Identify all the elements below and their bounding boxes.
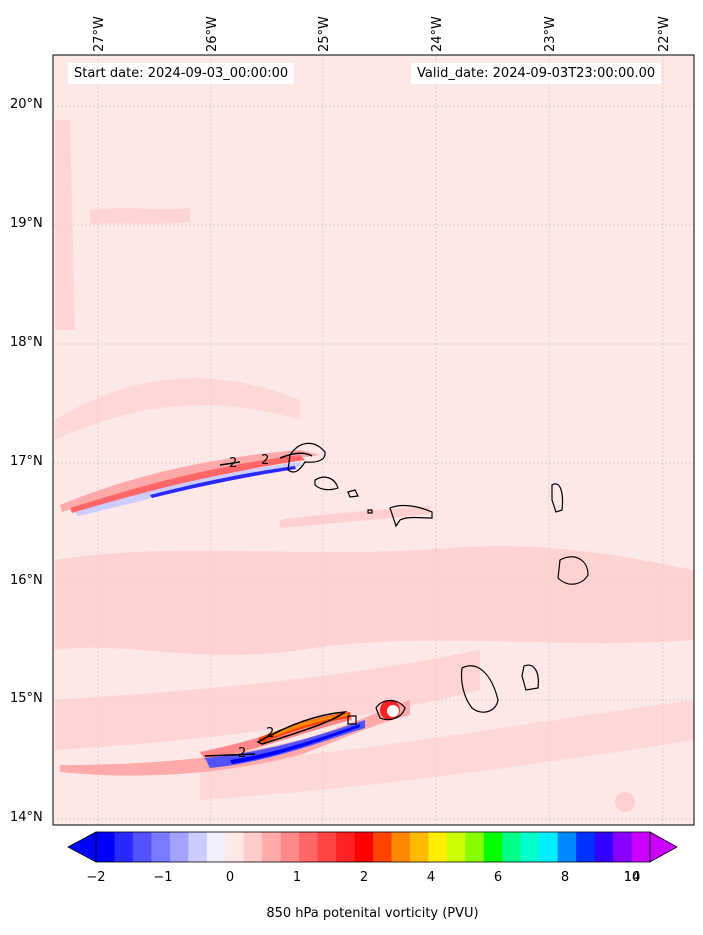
map-frame	[52, 54, 695, 826]
lon-label: 24°W	[430, 16, 445, 52]
colorbar-tick-label: 8	[560, 870, 570, 885]
colorbar-tick-label: −2	[86, 870, 106, 885]
colorbar-swatch	[409, 832, 429, 862]
colorbar-swatch	[483, 832, 503, 862]
colorbar-swatch	[206, 832, 226, 862]
colorbar-swatch	[114, 832, 134, 862]
contour-label: 2	[238, 746, 247, 761]
lat-label: 18°N	[10, 335, 43, 350]
colorbar-tick-label: 14	[623, 870, 641, 885]
colorbar	[67, 831, 678, 863]
valid-date-label: Valid_date: 2024-09-03T23:00:00.00	[411, 63, 662, 84]
colorbar-swatch	[446, 832, 466, 862]
lat-label: 20°N	[10, 97, 43, 112]
colorbar-frame	[95, 831, 651, 863]
colorbar-extend-high	[649, 831, 678, 863]
colorbar-swatch	[373, 832, 392, 862]
lon-label: 25°W	[317, 16, 332, 52]
colorbar-swatch	[557, 832, 577, 862]
colorbar-swatch	[613, 832, 633, 862]
colorbar-swatch	[225, 832, 245, 862]
colorbar-swatch	[262, 832, 282, 862]
contour-label: 2	[261, 453, 270, 468]
colorbar-swatch	[594, 832, 614, 862]
colorbar-tick-label: −1	[153, 870, 173, 885]
colorbar-swatch	[520, 832, 540, 862]
lon-label: 22°W	[657, 16, 672, 52]
colorbar-tick-label: 10	[623, 870, 641, 885]
contour-label: 2	[266, 726, 275, 741]
colorbar-swatch	[169, 832, 189, 862]
colorbar-swatch	[151, 832, 171, 862]
colorbar-swatch	[188, 832, 208, 862]
lon-label: 27°W	[92, 16, 107, 52]
colorbar-swatch	[354, 832, 374, 862]
lon-label: 23°W	[543, 16, 558, 52]
colorbar-extend-low	[67, 831, 97, 863]
colorbar-title: 850 hPa potenital vorticity (PVU)	[266, 906, 479, 921]
lat-label: 17°N	[10, 454, 43, 469]
pv-filament-north	[60, 450, 320, 516]
colorbar-tick-label: 1	[292, 870, 302, 885]
colorbar-tick-label: 6	[493, 870, 503, 885]
colorbar-swatch	[96, 832, 115, 862]
colorbar-swatch	[631, 832, 651, 862]
lon-label: 26°W	[205, 16, 220, 52]
contour-2pvu	[204, 452, 348, 757]
lat-label: 14°N	[10, 810, 43, 825]
pv-filament-south	[60, 700, 410, 776]
colorbar-swatch	[576, 832, 596, 862]
graticule	[53, 55, 694, 825]
lat-label: 19°N	[10, 216, 43, 231]
lat-label: 15°N	[10, 691, 43, 706]
colorbar-swatch	[502, 832, 522, 862]
lat-label: 16°N	[10, 573, 43, 588]
colorbar-swatch	[465, 832, 485, 862]
colorbar-swatch	[243, 832, 263, 862]
colorbar-swatch	[428, 832, 448, 862]
colorbar-swatch	[336, 832, 356, 862]
coastlines	[287, 442, 589, 725]
colorbar-tick-label: 0	[225, 870, 235, 885]
colorbar-swatch	[280, 832, 300, 862]
colorbar-swatch	[317, 832, 337, 862]
colorbar-swatch	[539, 832, 559, 862]
colorbar-swatch	[391, 832, 411, 862]
colorbar-swatch	[132, 832, 152, 862]
contour-label: 2	[229, 456, 238, 471]
start-date-label: Start date: 2024-09-03_00:00:00	[68, 63, 295, 84]
colorbar-tick-label: 2	[359, 870, 369, 885]
colorbar-swatch	[299, 832, 319, 862]
colorbar-tick-label: 4	[426, 870, 436, 885]
pv-field-light	[55, 120, 694, 812]
